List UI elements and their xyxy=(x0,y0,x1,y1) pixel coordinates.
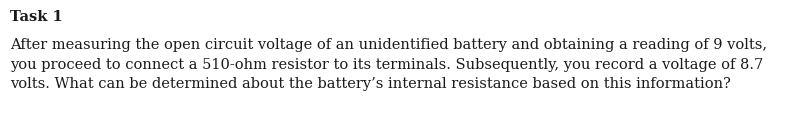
Text: Task 1: Task 1 xyxy=(10,10,63,24)
Text: After measuring the open circuit voltage of an unidentified battery and obtainin: After measuring the open circuit voltage… xyxy=(10,38,767,91)
